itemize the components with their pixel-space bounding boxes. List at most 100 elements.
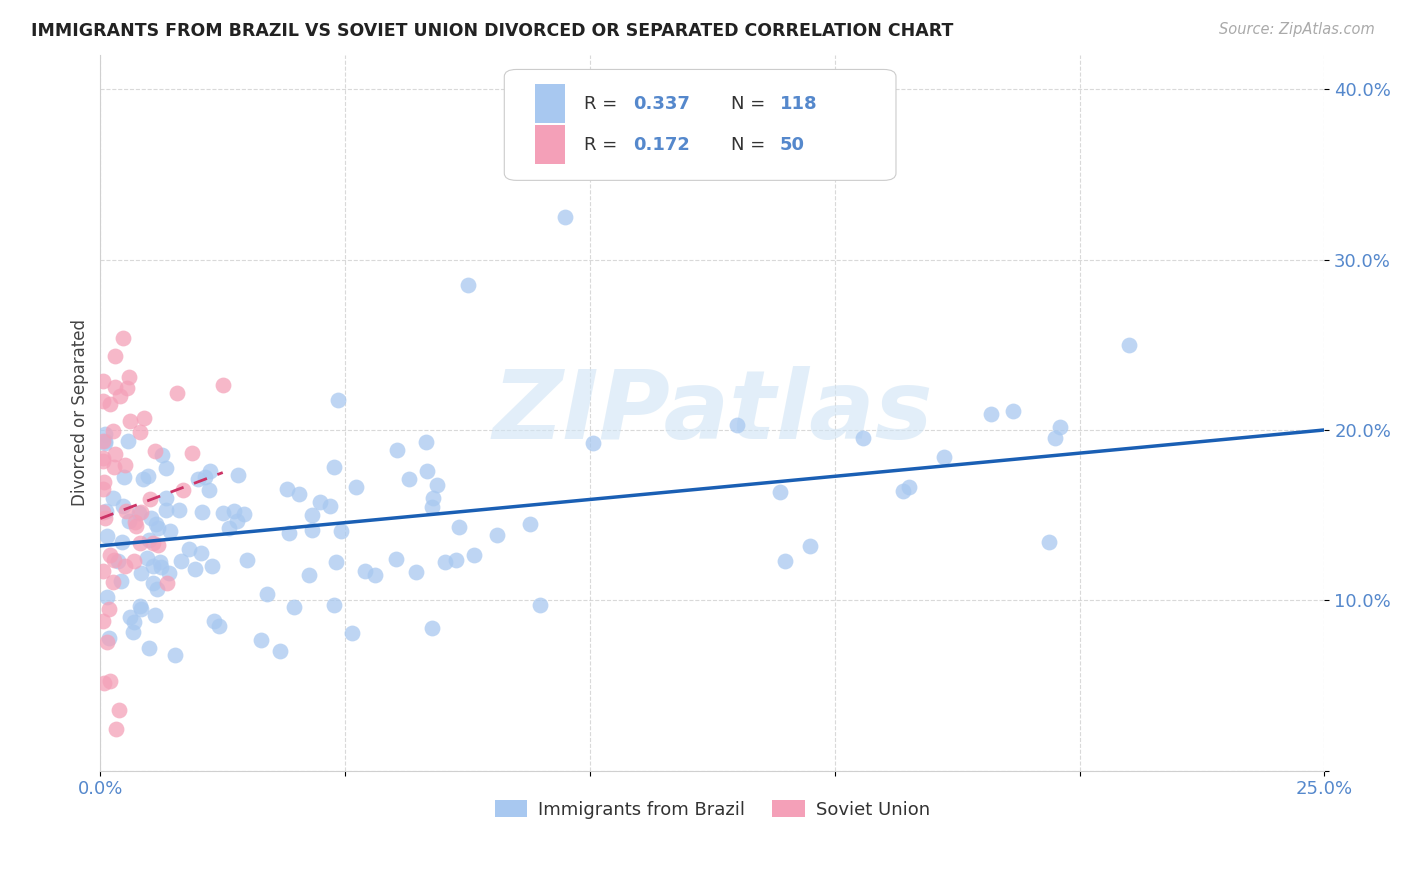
Point [129,425,152,440]
Point [398,472,420,486]
Point [146,521,169,535]
Point [145,516,167,531]
Point [103,553,125,567]
Point [529,598,551,612]
Point [104,722,127,736]
Point [91,450,114,465]
Point [114,558,136,573]
Point [129,536,152,550]
Point [129,505,152,519]
Point [184,561,207,575]
Point [319,499,342,513]
Point [94,427,117,442]
Point [897,480,920,494]
Point [98,673,121,688]
Point [104,349,127,363]
Point [932,450,955,465]
Point [155,503,177,517]
Point [187,472,209,486]
Point [91,564,114,578]
Point [138,492,160,507]
Point [124,515,146,529]
Point [142,535,165,549]
Point [190,547,212,561]
Point [228,468,250,483]
Y-axis label: Divorced or Separated: Divorced or Separated [72,319,89,507]
Point [91,454,114,468]
Point [96,504,118,518]
Point [91,614,114,628]
Point [519,516,541,531]
Point [169,503,191,517]
Point [91,394,114,409]
Point [91,374,114,388]
Point [222,504,245,518]
Text: 0.337: 0.337 [633,95,690,112]
Point [131,472,153,486]
Point [117,434,139,448]
Point [298,568,321,582]
Point [340,625,363,640]
Point [208,619,231,633]
Point [155,460,177,475]
Point [166,386,188,401]
Point [136,469,159,483]
Point [120,609,142,624]
Point [1043,431,1066,445]
Point [112,331,135,345]
Point [159,524,181,539]
Point [96,634,118,648]
Point [1118,338,1140,352]
Point [353,564,375,578]
Point [330,524,353,538]
Point [155,491,177,505]
Point [420,500,443,515]
Point [141,510,163,524]
Point [112,499,135,513]
Point [322,599,344,613]
Point [278,526,301,541]
Text: 118: 118 [780,95,817,112]
Bar [534,84,565,123]
Point [94,434,117,449]
Point [323,459,346,474]
Point [344,480,367,494]
Point [190,505,212,519]
Point [107,704,129,718]
Legend: Immigrants from Brazil, Soviet Union: Immigrants from Brazil, Soviet Union [488,793,936,826]
Point [172,483,194,498]
Text: R =: R = [583,136,623,153]
Text: 50: 50 [780,136,804,153]
Point [325,555,347,569]
Point [416,464,439,478]
Text: Source: ZipAtlas.com: Source: ZipAtlas.com [1219,22,1375,37]
Point [136,550,159,565]
Point [1049,419,1071,434]
Point [211,377,233,392]
Point [148,538,170,552]
Point [129,599,152,614]
Point [122,625,145,640]
Text: R =: R = [583,95,623,112]
Point [422,491,444,505]
Point [165,648,187,662]
Point [97,631,120,645]
Point [124,554,146,568]
Point [143,444,166,458]
Point [142,576,165,591]
Point [434,555,457,569]
Point [91,505,114,519]
Point [980,408,1002,422]
Point [112,470,135,484]
Point [200,464,222,478]
Point [138,533,160,548]
Point [114,458,136,472]
Text: N =: N = [731,136,770,153]
Point [385,442,408,457]
Text: 0.172: 0.172 [633,136,690,153]
Point [426,478,449,492]
Point [202,614,225,628]
Point [852,431,875,445]
Point [773,554,796,568]
Point [101,491,124,505]
